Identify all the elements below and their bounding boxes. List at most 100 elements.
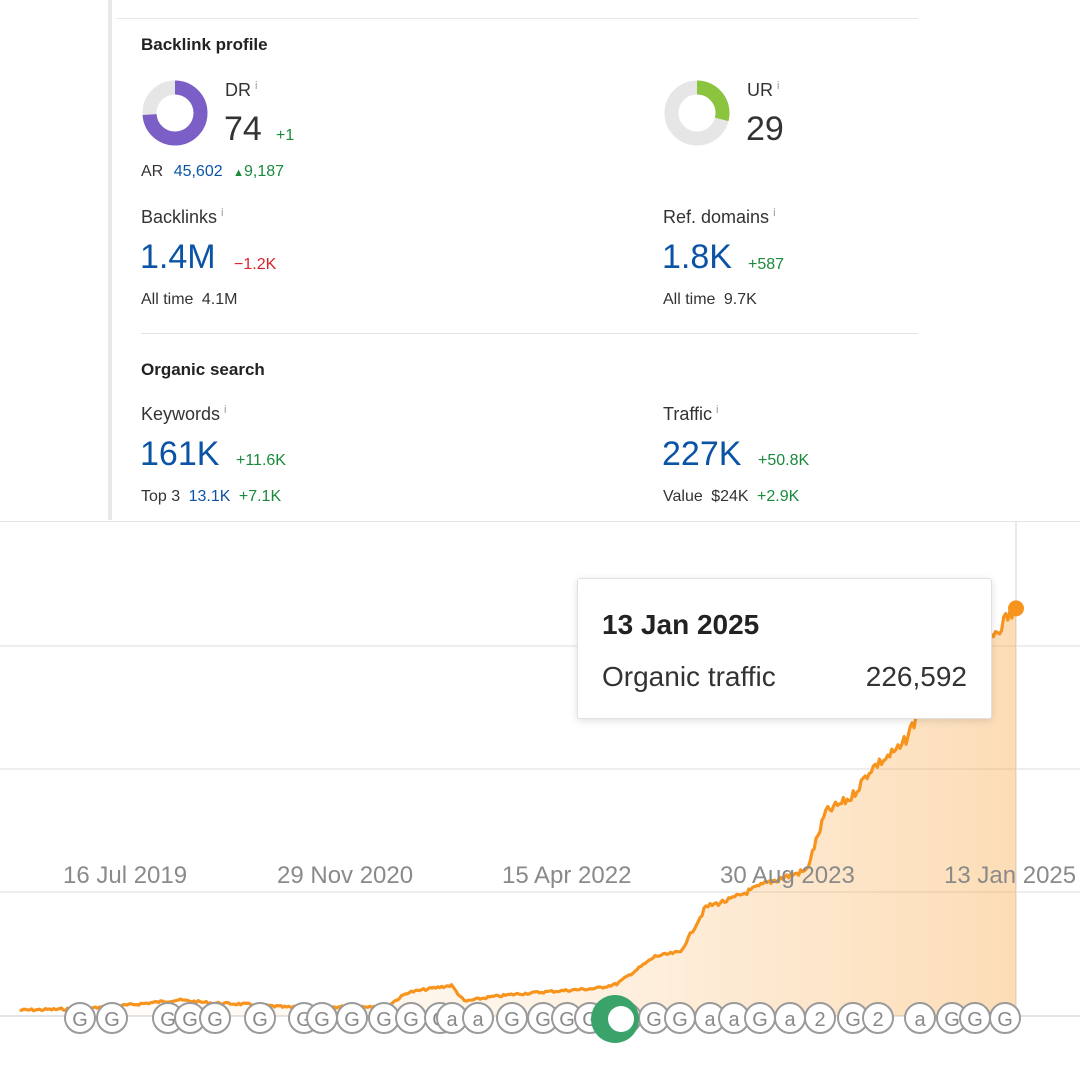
annotation-marker[interactable]: G	[336, 1002, 368, 1034]
annotation-marker-label: a	[728, 1009, 740, 1031]
annotation-marker[interactable]: G	[368, 1002, 400, 1034]
chart-tooltip: 13 Jan 2025 Organic traffic 226,592	[577, 578, 992, 719]
annotation-marker-label: G	[182, 1009, 198, 1031]
annotation-marker[interactable]: G	[496, 1002, 528, 1034]
backlinks-value[interactable]: 1.4M	[140, 238, 216, 276]
x-tick-label: 29 Nov 2020	[277, 862, 414, 889]
annotation-marker-label: G	[403, 1009, 419, 1031]
annotation-marker-label: 2	[872, 1009, 883, 1031]
annotation-marker-label: G	[845, 1009, 861, 1031]
traffic-delta: +50.8K	[758, 452, 810, 469]
annotation-marker[interactable]: G	[306, 1002, 338, 1034]
ref-domains-label[interactable]: Ref. domains i	[663, 207, 776, 227]
ar-value[interactable]: 45,602	[173, 163, 223, 180]
annotation-marker[interactable]: G	[989, 1002, 1021, 1034]
card-top-border	[116, 18, 918, 19]
dr-label[interactable]: DR i	[225, 80, 258, 100]
highlight-point[interactable]	[1008, 600, 1024, 617]
annotation-marker[interactable]: a	[774, 1002, 806, 1034]
keywords-delta: +11.6K	[236, 452, 286, 469]
annotation-marker-label: G	[944, 1009, 960, 1031]
x-tick-label: 16 Jul 2019	[63, 862, 188, 889]
annotation-marker[interactable]: 2	[862, 1002, 894, 1034]
info-icon[interactable]: i	[255, 80, 258, 92]
ref-domains-all-time: All time 9.7K	[663, 291, 757, 308]
info-icon[interactable]: i	[716, 404, 719, 416]
annotation-marker[interactable]: G	[936, 1002, 968, 1034]
chart-top-border	[0, 521, 1080, 522]
ref-domains-value[interactable]: 1.8K	[662, 238, 732, 276]
annotation-marker[interactable]: G	[959, 1002, 991, 1034]
traffic-label[interactable]: Traffic i	[663, 404, 719, 424]
annotation-marker-label: 2	[814, 1009, 825, 1031]
organic-search-title: Organic search	[141, 360, 265, 379]
tooltip-date: 13 Jan 2025	[602, 609, 760, 640]
annotation-marker[interactable]: G	[96, 1002, 128, 1034]
ur-donut-chart	[664, 80, 730, 146]
info-icon[interactable]: i	[773, 207, 776, 219]
traffic-line[interactable]	[19, 606, 1017, 1013]
info-icon[interactable]: i	[224, 404, 227, 416]
annotation-marker[interactable]: a	[904, 1002, 936, 1034]
annotation-marker-label: G	[646, 1009, 662, 1031]
dr-delta: +1	[276, 127, 295, 144]
traffic-value[interactable]: 227K	[662, 435, 742, 473]
x-tick-label: 15 Apr 2022	[502, 862, 632, 889]
annotation-marker[interactable]: G	[244, 1002, 276, 1034]
annotation-marker-label: G	[160, 1009, 176, 1031]
annotation-marker-label: G	[252, 1009, 268, 1031]
annotation-marker-label: G	[207, 1009, 223, 1031]
info-icon[interactable]: i	[221, 207, 224, 219]
keywords-label[interactable]: Keywords i	[141, 404, 227, 424]
annotation-marker[interactable]: G	[744, 1002, 776, 1034]
annotation-marker[interactable]: G	[64, 1002, 96, 1034]
organic-traffic-chart[interactable]: GGGGGGGGGGGGaaGGGGGGGaaGa2G2aGGG 16 Jul …	[0, 521, 1080, 1080]
annotation-marker[interactable]: a	[718, 1002, 750, 1034]
ur-value: 29	[746, 110, 784, 148]
annotation-marker-active[interactable]	[591, 995, 639, 1043]
ar-label: AR	[141, 163, 164, 180]
dr-donut-chart	[142, 80, 208, 146]
dr-donut-arc	[142, 80, 208, 146]
ur-label[interactable]: UR i	[747, 80, 780, 100]
annotation-marker[interactable]: G	[152, 1002, 184, 1034]
ar-delta: 9,187	[243, 163, 285, 180]
annotation-marker[interactable]: G	[664, 1002, 696, 1034]
annotation-marker-label: G	[314, 1009, 330, 1031]
annotation-marker-label: G	[535, 1009, 551, 1031]
traffic-area	[19, 607, 1017, 1016]
annotation-marker[interactable]: a	[462, 1002, 494, 1034]
annotation-marker-label: G	[72, 1009, 88, 1031]
backlinks-delta: −1.2K	[234, 256, 277, 273]
keywords-value[interactable]: 161K	[140, 435, 220, 473]
annotation-marker-label: a	[914, 1009, 926, 1031]
annotation-marker-label: a	[446, 1009, 458, 1031]
ref-domains-delta: +587	[748, 256, 785, 273]
annotation-marker[interactable]: G	[199, 1002, 231, 1034]
annotation-marker[interactable]: G	[174, 1002, 206, 1034]
annotation-marker-label: G	[967, 1009, 983, 1031]
dr-value: 74	[224, 110, 262, 148]
annotation-marker-label: G	[752, 1009, 768, 1031]
annotation-marker-label: G	[672, 1009, 688, 1031]
annotation-marker-label: a	[704, 1009, 716, 1031]
x-tick-label: 30 Aug 2023	[720, 862, 855, 889]
top3-value[interactable]: 13.1K	[188, 488, 231, 505]
annotation-marker-label: G	[504, 1009, 520, 1031]
x-tick-label: 13 Jan 2025	[944, 862, 1077, 889]
annotation-marker-label: G	[104, 1009, 120, 1031]
chart-canvas[interactable]: GGGGGGGGGGGGaaGGGGGGGaaGa2G2aGGG	[0, 521, 1080, 1080]
top3-row: Top 3 13.1K +7.1K	[141, 488, 282, 505]
annotation-marker[interactable]: 2	[804, 1002, 836, 1034]
triangle-up-icon: ▲	[233, 167, 244, 179]
ar-row: AR 45,602 ▲9,187	[141, 163, 284, 181]
annotation-marker-label: a	[784, 1009, 796, 1031]
backlink-profile-title: Backlink profile	[141, 35, 268, 54]
annotation-marker-label: G	[559, 1009, 575, 1031]
backlinks-label[interactable]: Backlinks i	[141, 207, 224, 227]
traffic-value-row: Value $24K +2.9K	[663, 488, 800, 505]
annotation-marker[interactable]: G	[837, 1002, 869, 1034]
annotation-marker[interactable]: G	[395, 1002, 427, 1034]
annotation-marker-label: a	[472, 1009, 484, 1031]
info-icon[interactable]: i	[777, 80, 780, 92]
